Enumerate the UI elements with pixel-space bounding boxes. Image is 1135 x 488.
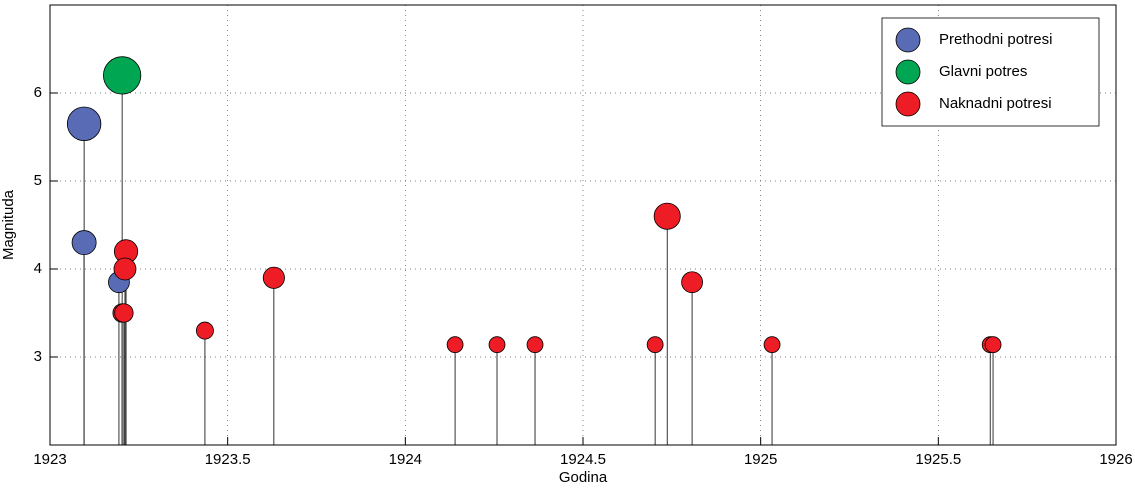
point — [681, 271, 703, 294]
x-tick-label: 1925.5 — [915, 451, 961, 468]
point — [195, 321, 214, 340]
point — [646, 336, 664, 354]
legend-label: Prethodni potresi — [939, 31, 1052, 48]
x-tick-label: 1925 — [744, 451, 777, 468]
legend-marker — [895, 59, 921, 85]
x-tick-label: 1923 — [33, 451, 66, 468]
point — [526, 336, 544, 354]
legend: Prethodni potresi Glavni potres Naknadni p… — [881, 17, 1100, 127]
point — [763, 336, 781, 354]
y-tick-label: 4 — [34, 260, 42, 277]
legend-label: Naknadni potresi — [939, 95, 1052, 112]
y-tick-label: 6 — [34, 84, 42, 101]
x-axis-label: Godina — [559, 469, 608, 486]
point — [446, 336, 464, 354]
y-tick-label: 5 — [34, 172, 42, 189]
x-tick-label: 1923.5 — [205, 451, 251, 468]
point — [66, 106, 102, 141]
legend-marker — [895, 91, 921, 117]
point — [488, 336, 506, 354]
x-tick-label: 1926 — [1099, 451, 1132, 468]
legend-label: Glavni potres — [939, 63, 1027, 80]
x-tick-label: 1924.5 — [560, 451, 606, 468]
point — [984, 336, 1002, 354]
point — [653, 202, 681, 230]
point — [103, 56, 142, 95]
point — [71, 230, 97, 256]
point — [114, 303, 134, 323]
plot-frame — [49, 4, 1117, 446]
y-tick-label: 3 — [34, 348, 42, 365]
x-tick-label: 1924 — [389, 451, 422, 468]
legend-marker — [895, 27, 921, 53]
point — [262, 266, 285, 289]
point — [113, 257, 137, 281]
y-axis-label: Magnituda — [0, 189, 17, 260]
